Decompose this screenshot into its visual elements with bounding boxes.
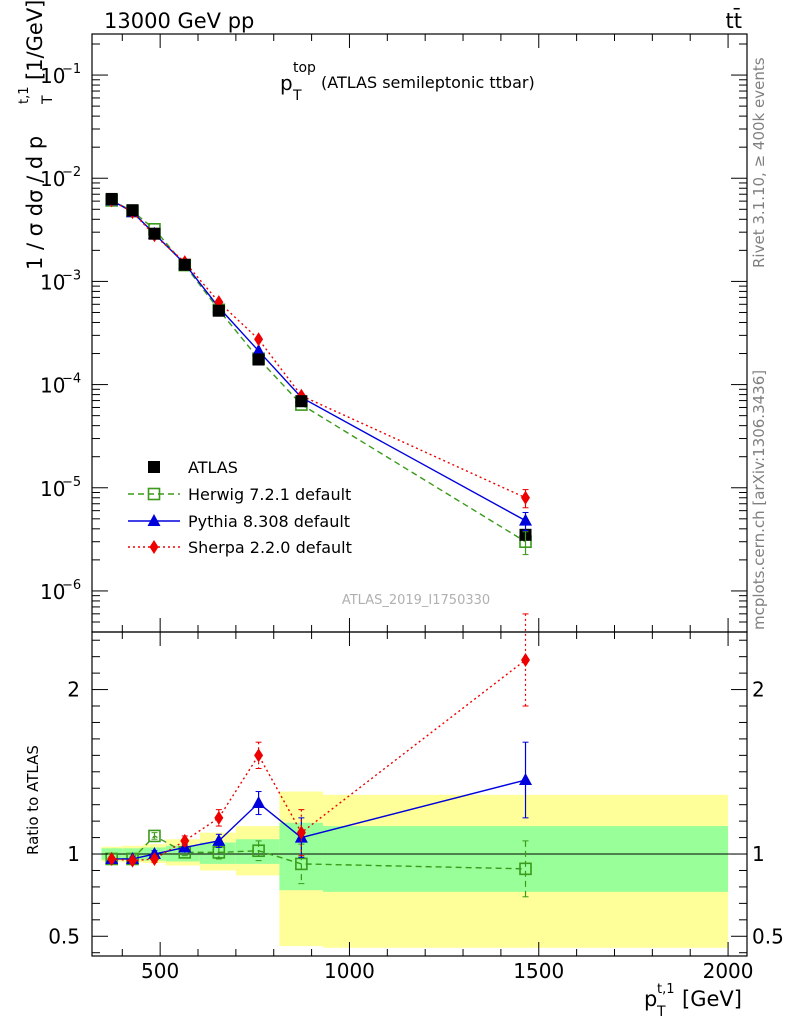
xlabel-units: [GeV]	[682, 987, 742, 1011]
ratio-point-sherpa-4	[214, 810, 224, 825]
x-axis-label: p T t,1 [GeV]	[644, 982, 742, 1020]
main-series-pythia	[105, 193, 533, 526]
main-line-sherpa	[111, 199, 526, 499]
title-subscript: T	[292, 88, 302, 104]
xtick-label: 500	[141, 959, 179, 983]
header-process: tt̄	[726, 8, 742, 33]
legend-marker-sherpa	[149, 540, 159, 554]
mcplots-text: mcplots.cern.ch [arXiv:1306.3436]	[750, 370, 768, 630]
xtick-label: 1500	[513, 959, 564, 983]
ratio-y-axis-label: Ratio to ATLAS	[24, 745, 42, 855]
ylabel-text: 1 / σ dσ / d p	[23, 136, 47, 270]
xlabel-p: p	[644, 987, 657, 1011]
ratio-series-sherpa	[107, 613, 531, 868]
main-y-axis-label: 1 / σ dσ / d p T t,1 [1/GeV]	[17, 0, 56, 270]
legend: ATLAS Herwig 7.2.1 default Pythia 8.308 de…	[128, 458, 352, 557]
ratio-point-pythia-4	[212, 833, 226, 846]
ratio-line-pythia	[111, 779, 526, 860]
main-ytick-exponent: −3	[62, 268, 81, 283]
ratio-line-herwig	[111, 835, 526, 870]
legend-label-pythia: Pythia 8.308 default	[188, 512, 350, 531]
ratio-plot-marks	[105, 613, 533, 898]
ratio-point-sherpa-7	[521, 652, 531, 667]
ratio-point-sherpa-0	[107, 851, 117, 866]
ylabel-superscript: t,1	[17, 86, 32, 104]
main-ytick-label: 10	[40, 477, 65, 501]
ratio-point-herwig-2	[148, 829, 161, 843]
ratio-point-herwig-7	[519, 862, 532, 876]
header-energy: 13000 GeV pp	[104, 9, 254, 33]
analysis-watermark: ATLAS_2019_I1750330	[342, 593, 490, 608]
main-ytick-exponent: −2	[62, 165, 81, 180]
legend-marker-herwig	[147, 487, 161, 501]
main-point-atlas-1	[126, 204, 139, 217]
title-superscript: top	[293, 60, 316, 76]
main-line-pythia	[111, 199, 526, 522]
band-inner-4	[199, 842, 236, 864]
main-ytick-label: 10	[40, 64, 65, 88]
main-series-sherpa	[107, 193, 531, 505]
ratio-point-sherpa-6	[296, 825, 306, 840]
ratio-point-herwig-6	[295, 857, 308, 871]
ratio-point-herwig-5	[252, 844, 265, 858]
main-point-pythia-5	[252, 343, 266, 356]
xlabel-subscript: T	[656, 1004, 666, 1020]
legend-label-herwig: Herwig 7.2.1 default	[188, 485, 351, 504]
main-point-atlas-0	[105, 192, 118, 205]
ratio-point-pythia-7	[519, 773, 533, 786]
main-ytick-exponent: −5	[62, 475, 81, 490]
main-point-atlas-4	[212, 304, 225, 317]
main-ytick-label: 10	[40, 374, 65, 398]
main-point-atlas-5	[252, 353, 265, 366]
main-ytick-label: 10	[40, 167, 65, 191]
ratio-point-sherpa-3	[180, 833, 190, 848]
main-point-sherpa-5	[254, 332, 264, 347]
legend-label-atlas: ATLAS	[188, 458, 238, 477]
main-ytick-label: 10	[40, 270, 65, 294]
ratio-ytick-label-right: 2	[752, 678, 765, 702]
main-point-atlas-2	[148, 227, 161, 240]
ylabel-subscript: T	[40, 95, 56, 105]
legend-marker-atlas	[148, 461, 160, 473]
main-ytick-exponent: −6	[62, 578, 81, 593]
main-point-atlas-6	[295, 395, 308, 408]
main-ytick-exponent: −1	[62, 62, 81, 77]
main-ytick-exponent: −4	[62, 372, 81, 387]
ratio-ytick-label-left: 0.5	[48, 924, 80, 948]
legend-entry-pythia: Pythia 8.308 default	[128, 512, 350, 531]
ratio-point-sherpa-5	[254, 748, 264, 763]
main-point-atlas-3	[178, 258, 191, 271]
ratio-point-pythia-5	[252, 796, 266, 809]
legend-entry-atlas: ATLAS	[148, 458, 238, 477]
main-plot-title: p T top (ATLAS semileptonic ttbar)	[280, 60, 535, 104]
ratio-ytick-label-left: 1	[67, 842, 80, 866]
title-p: p	[280, 71, 293, 95]
ratio-point-sherpa-2	[149, 851, 159, 866]
ylabel-units: [1/GeV]	[23, 0, 47, 80]
rivet-version-text: Rivet 3.1.10, ≥ 400k events	[750, 57, 768, 268]
ratio-ytick-label-right: 0.5	[752, 924, 784, 948]
main-ytick-label: 10	[40, 580, 65, 604]
xtick-label: 1000	[324, 959, 375, 983]
main-line-herwig	[111, 199, 526, 543]
ratio-ytick-label-right: 1	[752, 842, 765, 866]
ratio-ytick-label-left: 2	[67, 678, 80, 702]
ratio-uncertainty-bands	[101, 791, 729, 948]
legend-marker-pythia	[147, 514, 161, 526]
xlabel-superscript: t,1	[657, 982, 675, 997]
title-description: (ATLAS semileptonic ttbar)	[321, 73, 535, 92]
xtick-label: 2000	[703, 959, 754, 983]
legend-entry-sherpa: Sherpa 2.2.0 default	[128, 538, 352, 557]
main-plot-marks	[105, 192, 533, 556]
ratio-frame	[91, 631, 748, 957]
legend-entry-herwig: Herwig 7.2.1 default	[128, 485, 351, 504]
ratio-point-sherpa-1	[128, 853, 138, 868]
legend-label-sherpa: Sherpa 2.2.0 default	[188, 538, 352, 557]
